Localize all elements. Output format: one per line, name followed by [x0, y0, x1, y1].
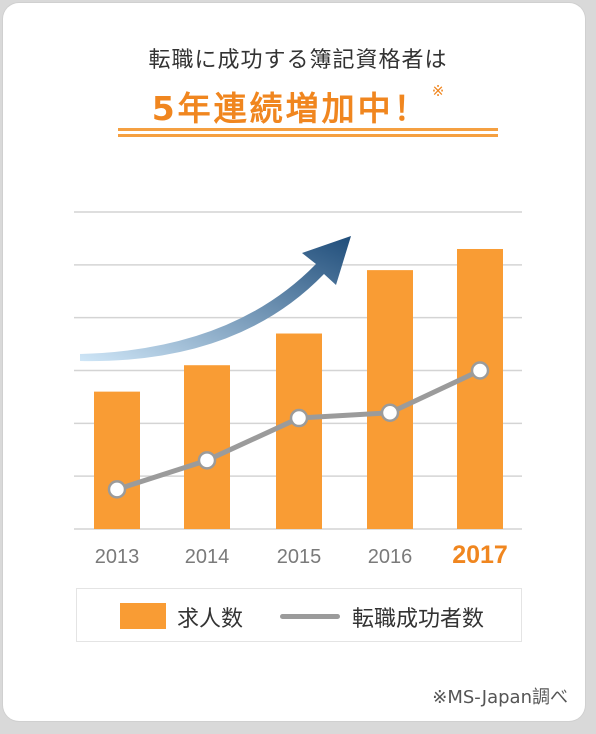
x-tick-label: 2013 — [95, 546, 140, 568]
line-point-2014 — [197, 451, 217, 470]
legend-bar-label: 求人数 — [177, 607, 244, 632]
source-note: ※MS-Japan調べ — [432, 687, 568, 708]
legend: 求人数 転職成功者数 — [76, 588, 522, 642]
chart-title-line2: 5年連続増加中！ — [151, 89, 430, 128]
title-underline-bottom — [118, 134, 498, 137]
bar-2015 — [276, 333, 322, 529]
x-tick-label: 2016 — [368, 546, 413, 568]
line-point-2016 — [380, 403, 400, 423]
bar-2017 — [457, 248, 503, 529]
chart-title-line1: 転職に成功する簿記資格者は — [148, 48, 448, 73]
chart-title-line2-wrap: 5年連続増加中！ ※ — [0, 82, 596, 130]
x-tick-label: 2014 — [185, 546, 230, 568]
bar-2013 — [94, 391, 140, 529]
x-tick-label: 2015 — [277, 546, 322, 568]
title-underline-top — [118, 128, 498, 131]
line-point-2017 — [470, 361, 490, 380]
bar-2016 — [367, 270, 413, 529]
title-note-mark: ※ — [431, 82, 445, 100]
line-point-2013 — [107, 480, 127, 499]
legend-bar-swatch — [120, 603, 166, 629]
trend-arrow-icon — [80, 236, 351, 362]
x-tick-label: 2017 — [452, 541, 508, 569]
legend-line-swatch — [280, 614, 340, 619]
legend-line-label: 転職成功者数 — [352, 607, 485, 632]
line-point-2015 — [289, 408, 309, 428]
bar-2014 — [184, 365, 230, 529]
